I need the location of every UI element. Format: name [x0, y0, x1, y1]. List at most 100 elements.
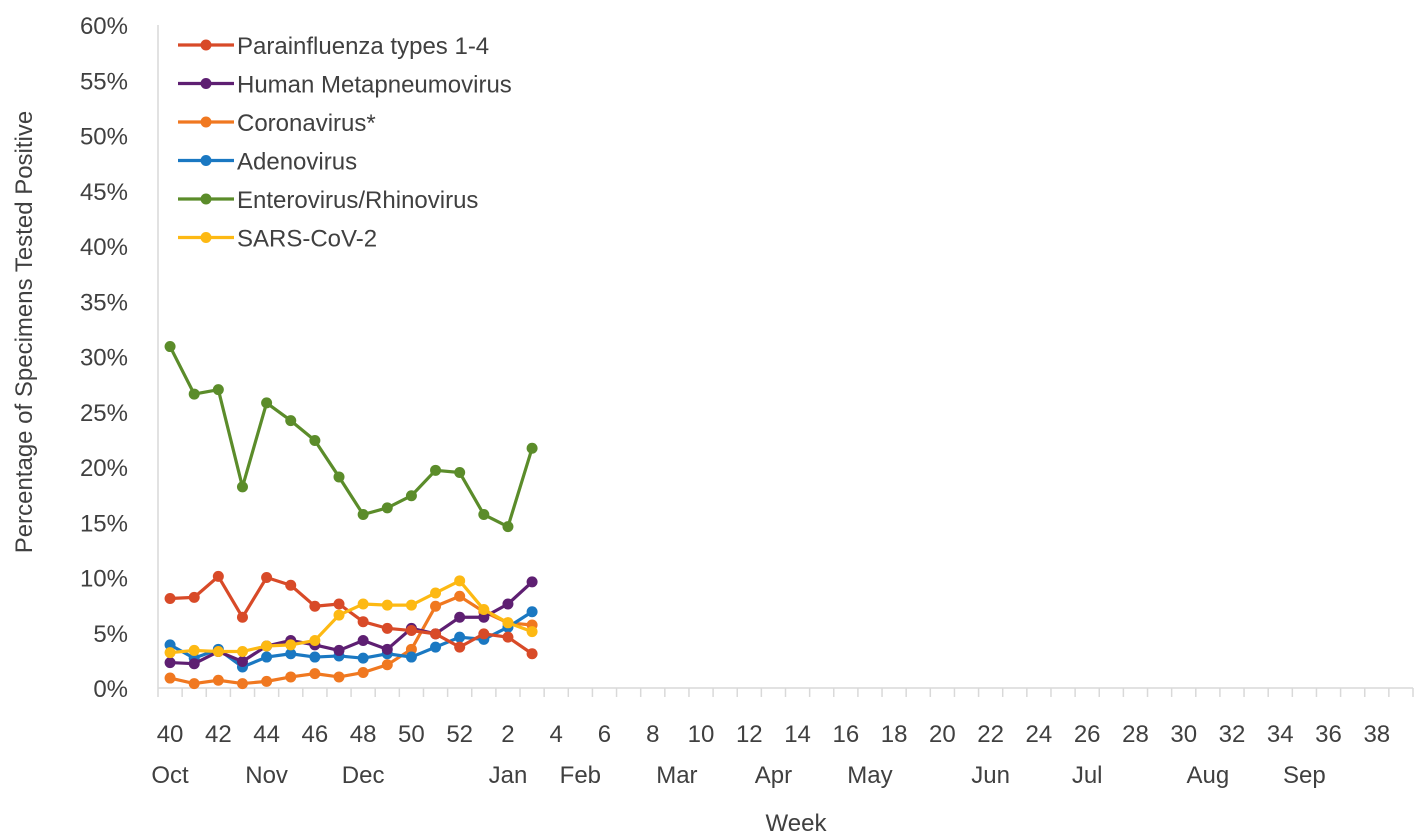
y-tick-label: 60% [80, 13, 128, 40]
data-point [430, 628, 442, 640]
x-tick-label: 44 [253, 721, 280, 748]
data-point [285, 639, 297, 651]
data-point [454, 611, 466, 623]
series-5 [164, 575, 538, 659]
x-tick-label: 18 [881, 721, 908, 748]
series-lines [164, 341, 538, 690]
y-axis: 0% 5% 10% 15% 20% 25% 30% 35% 40% 45% 50% 55% 60% [80, 13, 159, 703]
y-tick-label: 25% [80, 400, 128, 427]
data-point [478, 509, 490, 521]
series-line [168, 345, 534, 529]
legend-swatch-marker [200, 78, 212, 89]
legend-item: Adenovirus [178, 149, 357, 176]
x-axis: 40 42 44 46 48 50 52 2 4 6 8 10 12 14 16 18 20 22 24 26 28 30… [151, 687, 1414, 789]
month-label: Sep [1283, 762, 1326, 789]
x-tick-label: 52 [446, 721, 473, 748]
data-point [261, 397, 273, 409]
data-point [502, 521, 514, 533]
data-point [333, 598, 345, 610]
data-point [333, 671, 345, 683]
x-tick-label: 34 [1267, 721, 1294, 748]
y-axis-title: Percentage of Specimens Tested Positive [11, 111, 38, 553]
data-point [478, 628, 490, 640]
data-point [188, 658, 200, 670]
data-point [430, 464, 442, 476]
legend-swatch-marker [200, 155, 212, 166]
series-line [169, 579, 533, 655]
x-tick-label: 22 [977, 721, 1004, 748]
x-tick-label: 40 [157, 721, 184, 748]
data-point [381, 643, 393, 655]
x-axis-title: Week [766, 810, 828, 833]
month-label: Jul [1072, 762, 1103, 789]
data-point [502, 617, 514, 629]
y-tick-label: 10% [80, 566, 128, 593]
data-point [212, 570, 224, 582]
data-point [285, 415, 297, 427]
data-point [502, 598, 514, 610]
data-point [212, 384, 224, 396]
data-point [236, 655, 248, 667]
legend-swatch-marker [200, 232, 212, 243]
month-label: Oct [151, 762, 189, 789]
legend-label: SARS-CoV-2 [237, 226, 377, 253]
data-point [357, 509, 369, 521]
data-point [526, 576, 538, 588]
data-point [188, 591, 200, 603]
data-point [261, 640, 273, 652]
legend-item: Enterovirus/Rhinovirus [178, 187, 478, 214]
data-point [478, 604, 490, 616]
month-label: Dec [342, 762, 385, 789]
data-point [188, 388, 200, 400]
data-point [188, 644, 200, 656]
data-point [405, 490, 417, 502]
data-point [502, 631, 514, 643]
legend: Parainfluenza types 1-4 Human Metapneumov… [178, 33, 512, 253]
x-tick-label: 16 [832, 721, 859, 748]
data-point [333, 644, 345, 656]
data-point [212, 646, 224, 658]
data-point [430, 600, 442, 612]
data-point [236, 481, 248, 493]
legend-swatch-marker [200, 39, 212, 51]
data-point [164, 672, 176, 684]
data-point [357, 634, 369, 646]
x-tick-label: 12 [736, 721, 763, 748]
data-point [236, 678, 248, 690]
legend-swatch-marker [200, 193, 212, 205]
x-tick-label: 48 [350, 721, 377, 748]
data-point [357, 616, 369, 628]
x-tick-label: 46 [302, 721, 329, 748]
x-tick-label: 42 [205, 721, 232, 748]
x-tick-label: 32 [1219, 721, 1246, 748]
data-point [381, 659, 393, 671]
legend-label: Human Metapneumovirus [237, 72, 512, 99]
data-point [285, 671, 297, 683]
x-tick-label: 38 [1363, 721, 1390, 748]
data-point [236, 646, 248, 658]
data-point [164, 592, 176, 604]
data-point [430, 587, 442, 599]
data-point [454, 641, 466, 653]
x-tick-label: 2 [501, 721, 514, 748]
series-line [169, 610, 533, 669]
y-tick-label: 30% [80, 345, 128, 372]
data-point [526, 606, 538, 618]
data-point [454, 467, 466, 479]
y-tick-label: 50% [80, 124, 128, 151]
legend-label: Enterovirus/Rhinovirus [237, 187, 478, 214]
series-4 [164, 341, 538, 533]
legend-swatch-marker [200, 116, 212, 128]
x-tick-label: 20 [929, 721, 956, 748]
data-point [405, 651, 417, 663]
data-point [405, 625, 417, 637]
x-tick-label: 28 [1122, 721, 1149, 748]
series-line [169, 580, 534, 666]
series-line [169, 594, 533, 686]
legend-item: Parainfluenza types 1-4 [178, 33, 489, 60]
month-label: Nov [245, 762, 288, 789]
y-tick-label: 15% [80, 510, 128, 537]
data-point [333, 471, 345, 483]
